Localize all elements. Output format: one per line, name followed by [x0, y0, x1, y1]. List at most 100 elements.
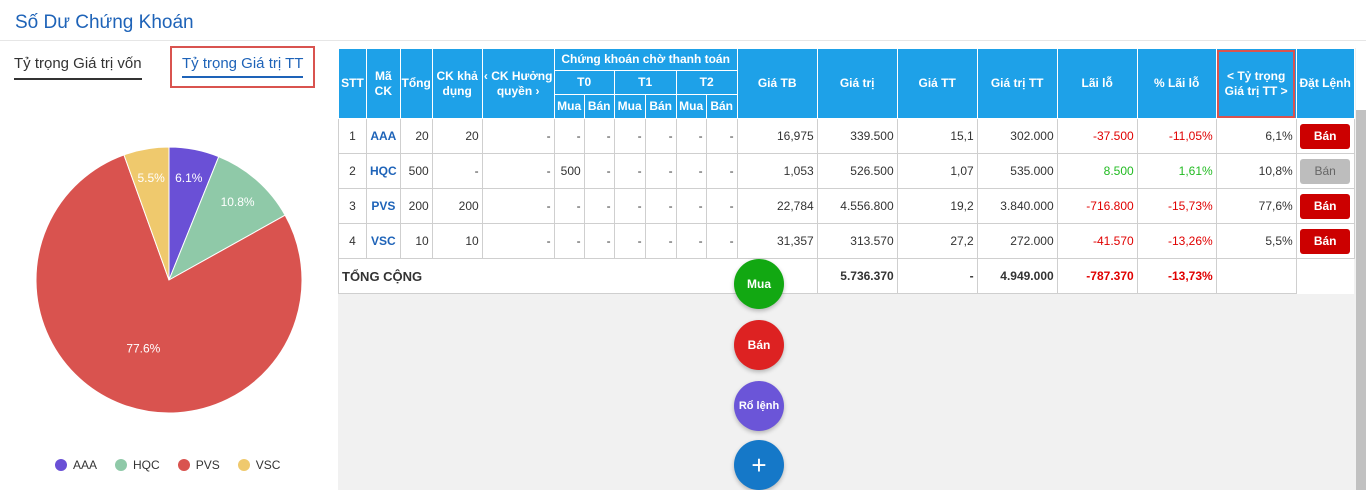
cell-t1-mua: -: [613, 223, 646, 259]
cell-kha-dung: -: [431, 153, 483, 189]
cell-stt: 1: [338, 118, 367, 154]
cell-gia-tb: 16,975: [736, 118, 818, 154]
header-ck-huong-quyen[interactable]: ‹ CK Hưởng quyền ›: [481, 48, 555, 119]
order-basket-fab-button[interactable]: Rổ lệnh: [734, 381, 784, 431]
pie-label-vsc: 5.5%: [137, 171, 165, 185]
pie-slice-vsc[interactable]: [123, 146, 170, 281]
cell-t1-mua: -: [613, 153, 646, 189]
legend-item-hqc[interactable]: HQC: [115, 458, 160, 472]
total-row: TỔNG CỘNG 5.736.370 - 4.949.000 -787.370…: [338, 258, 1355, 294]
header-pct-lai-lo: % Lãi lỗ: [1136, 48, 1217, 119]
cell-tong: 500: [399, 153, 433, 189]
legend-item-aaa[interactable]: AAA: [55, 458, 97, 472]
cell-gia-tri-tt: 3.840.000: [976, 188, 1058, 224]
total-pct-lai-lo: -13,73%: [1136, 258, 1217, 294]
table-row[interactable]: 4 VSC 10 10- - - - - - -31,357 313.570 27,2 272.000-…: [338, 223, 1355, 259]
cell-ty-trong: 6,1%: [1215, 118, 1297, 154]
cell-gia-tt: 19,2: [896, 188, 978, 224]
cell-t1-mua: -: [613, 118, 646, 154]
legend-dot-hqc: [115, 459, 128, 471]
cell-kha-dung: 20: [431, 118, 483, 154]
cell-ty-trong: 10,8%: [1215, 153, 1297, 189]
header-t2-ban: Bán: [705, 94, 738, 119]
sell-button[interactable]: Bán: [1300, 158, 1351, 184]
sell-button[interactable]: Bán: [1300, 123, 1351, 149]
header-gia-tri-tt: Giá trị TT: [976, 48, 1058, 119]
header-gia-tb: Giá TB: [736, 48, 818, 119]
total-ty-trong: [1215, 258, 1297, 294]
table-row[interactable]: 3 PVS 200 200- - - - - - -22,784 4.556.800 19,2 3.84…: [338, 188, 1355, 224]
header-t1: T1: [613, 70, 677, 95]
cell-t1-ban: -: [644, 118, 677, 154]
tab-ty-trong-gia-tri-tt[interactable]: Tỷ trọng Giá trị TT: [170, 46, 316, 88]
pie-chart: 6.1% 10.8% 77.6% 5.5%: [35, 146, 303, 414]
legend-dot-aaa: [55, 459, 67, 471]
legend-item-pvs[interactable]: PVS: [177, 458, 220, 472]
cell-t0-mua: -: [553, 118, 585, 154]
sell-button[interactable]: Bán: [1300, 193, 1351, 219]
header-gia-tt: Giá TT: [896, 48, 978, 119]
pie-slice-pvs[interactable]: [35, 154, 303, 414]
header-divider: [0, 40, 1366, 41]
cell-stt: 2: [338, 153, 367, 189]
sell-button[interactable]: Bán: [1300, 228, 1351, 254]
header-t0-mua: Mua: [553, 94, 585, 119]
legend-dot-vsc: [237, 459, 250, 471]
header-ck-cho-thanh-toan: Chứng khoán chờ thanh toán: [553, 48, 738, 71]
cell-code[interactable]: PVS: [366, 188, 401, 224]
header-t0: T0: [553, 70, 615, 95]
header-ty-trong-gia-tri-tt[interactable]: < Tỷ trọng Giá trị TT >: [1215, 48, 1297, 119]
header-ma-ck: Mã CK: [366, 48, 401, 119]
vertical-scrollbar[interactable]: [1356, 110, 1366, 490]
total-gia-tt: -: [896, 258, 978, 294]
chart-legend: AAA HQC PVS VSC: [55, 458, 280, 472]
cell-huong-quyen: -: [481, 118, 555, 154]
cell-gia-tt: 15,1: [896, 118, 978, 154]
cell-t2-mua: -: [675, 118, 707, 154]
cell-t2-ban: -: [705, 118, 738, 154]
pie-label-hqc: 10.8%: [221, 195, 255, 209]
cell-code[interactable]: HQC: [366, 153, 401, 189]
cell-gia-tb: 31,357: [736, 223, 818, 259]
cell-gia-tt: 27,2: [896, 223, 978, 259]
cell-tong: 10: [399, 223, 433, 259]
legend-label-hqc: HQC: [133, 458, 160, 472]
cell-tong: 200: [399, 188, 433, 224]
legend-dot-pvs: [177, 459, 190, 471]
cell-code[interactable]: VSC: [366, 223, 401, 259]
cell-action: Bán: [1295, 223, 1355, 259]
header-t0-ban: Bán: [583, 94, 615, 119]
cell-t1-ban: -: [644, 153, 677, 189]
add-fab-button[interactable]: +: [734, 440, 784, 490]
cell-action: Bán: [1295, 118, 1355, 154]
cell-lai-lo: -716.800: [1056, 188, 1138, 224]
tab-ty-trong-gia-tri-von[interactable]: Tỷ trọng Giá trị vốn: [14, 55, 142, 80]
cell-pct-lai-lo: 1,61%: [1136, 153, 1217, 189]
cell-t0-mua: 500: [553, 153, 585, 189]
legend-item-vsc[interactable]: VSC: [237, 458, 280, 472]
sell-fab-button[interactable]: Bán: [734, 320, 784, 370]
cell-action: Bán: [1295, 188, 1355, 224]
cell-huong-quyen: -: [481, 223, 555, 259]
cell-lai-lo: 8.500: [1056, 153, 1138, 189]
cell-ty-trong: 5,5%: [1215, 223, 1297, 259]
pie-label-aaa: 6.1%: [175, 171, 203, 185]
cell-stt: 4: [338, 223, 367, 259]
table-row[interactable]: 1 AAA 20 20- - - - - - -16,975 339.500 15,1 302.000-…: [338, 118, 1355, 154]
cell-gia-tb: 22,784: [736, 188, 818, 224]
buy-fab-button[interactable]: Mua: [734, 259, 784, 309]
cell-t0-mua: -: [553, 223, 585, 259]
cell-gia-tb: 1,053: [736, 153, 818, 189]
cell-t2-ban: -: [705, 223, 738, 259]
table-row[interactable]: 2 HQC 500- -500- - - - -1,053 526.500 1,07 535.000…: [338, 153, 1355, 189]
total-gia-tri: 5.736.370: [816, 258, 898, 294]
cell-action: Bán: [1295, 153, 1355, 189]
cell-gia-tri: 526.500: [816, 153, 898, 189]
cell-lai-lo: -41.570: [1056, 223, 1138, 259]
cell-code[interactable]: AAA: [366, 118, 401, 154]
cell-t0-ban: -: [583, 153, 615, 189]
pie-slice-hqc[interactable]: [168, 155, 286, 282]
cell-t2-mua: -: [675, 188, 707, 224]
cell-gia-tri: 4.556.800: [816, 188, 898, 224]
